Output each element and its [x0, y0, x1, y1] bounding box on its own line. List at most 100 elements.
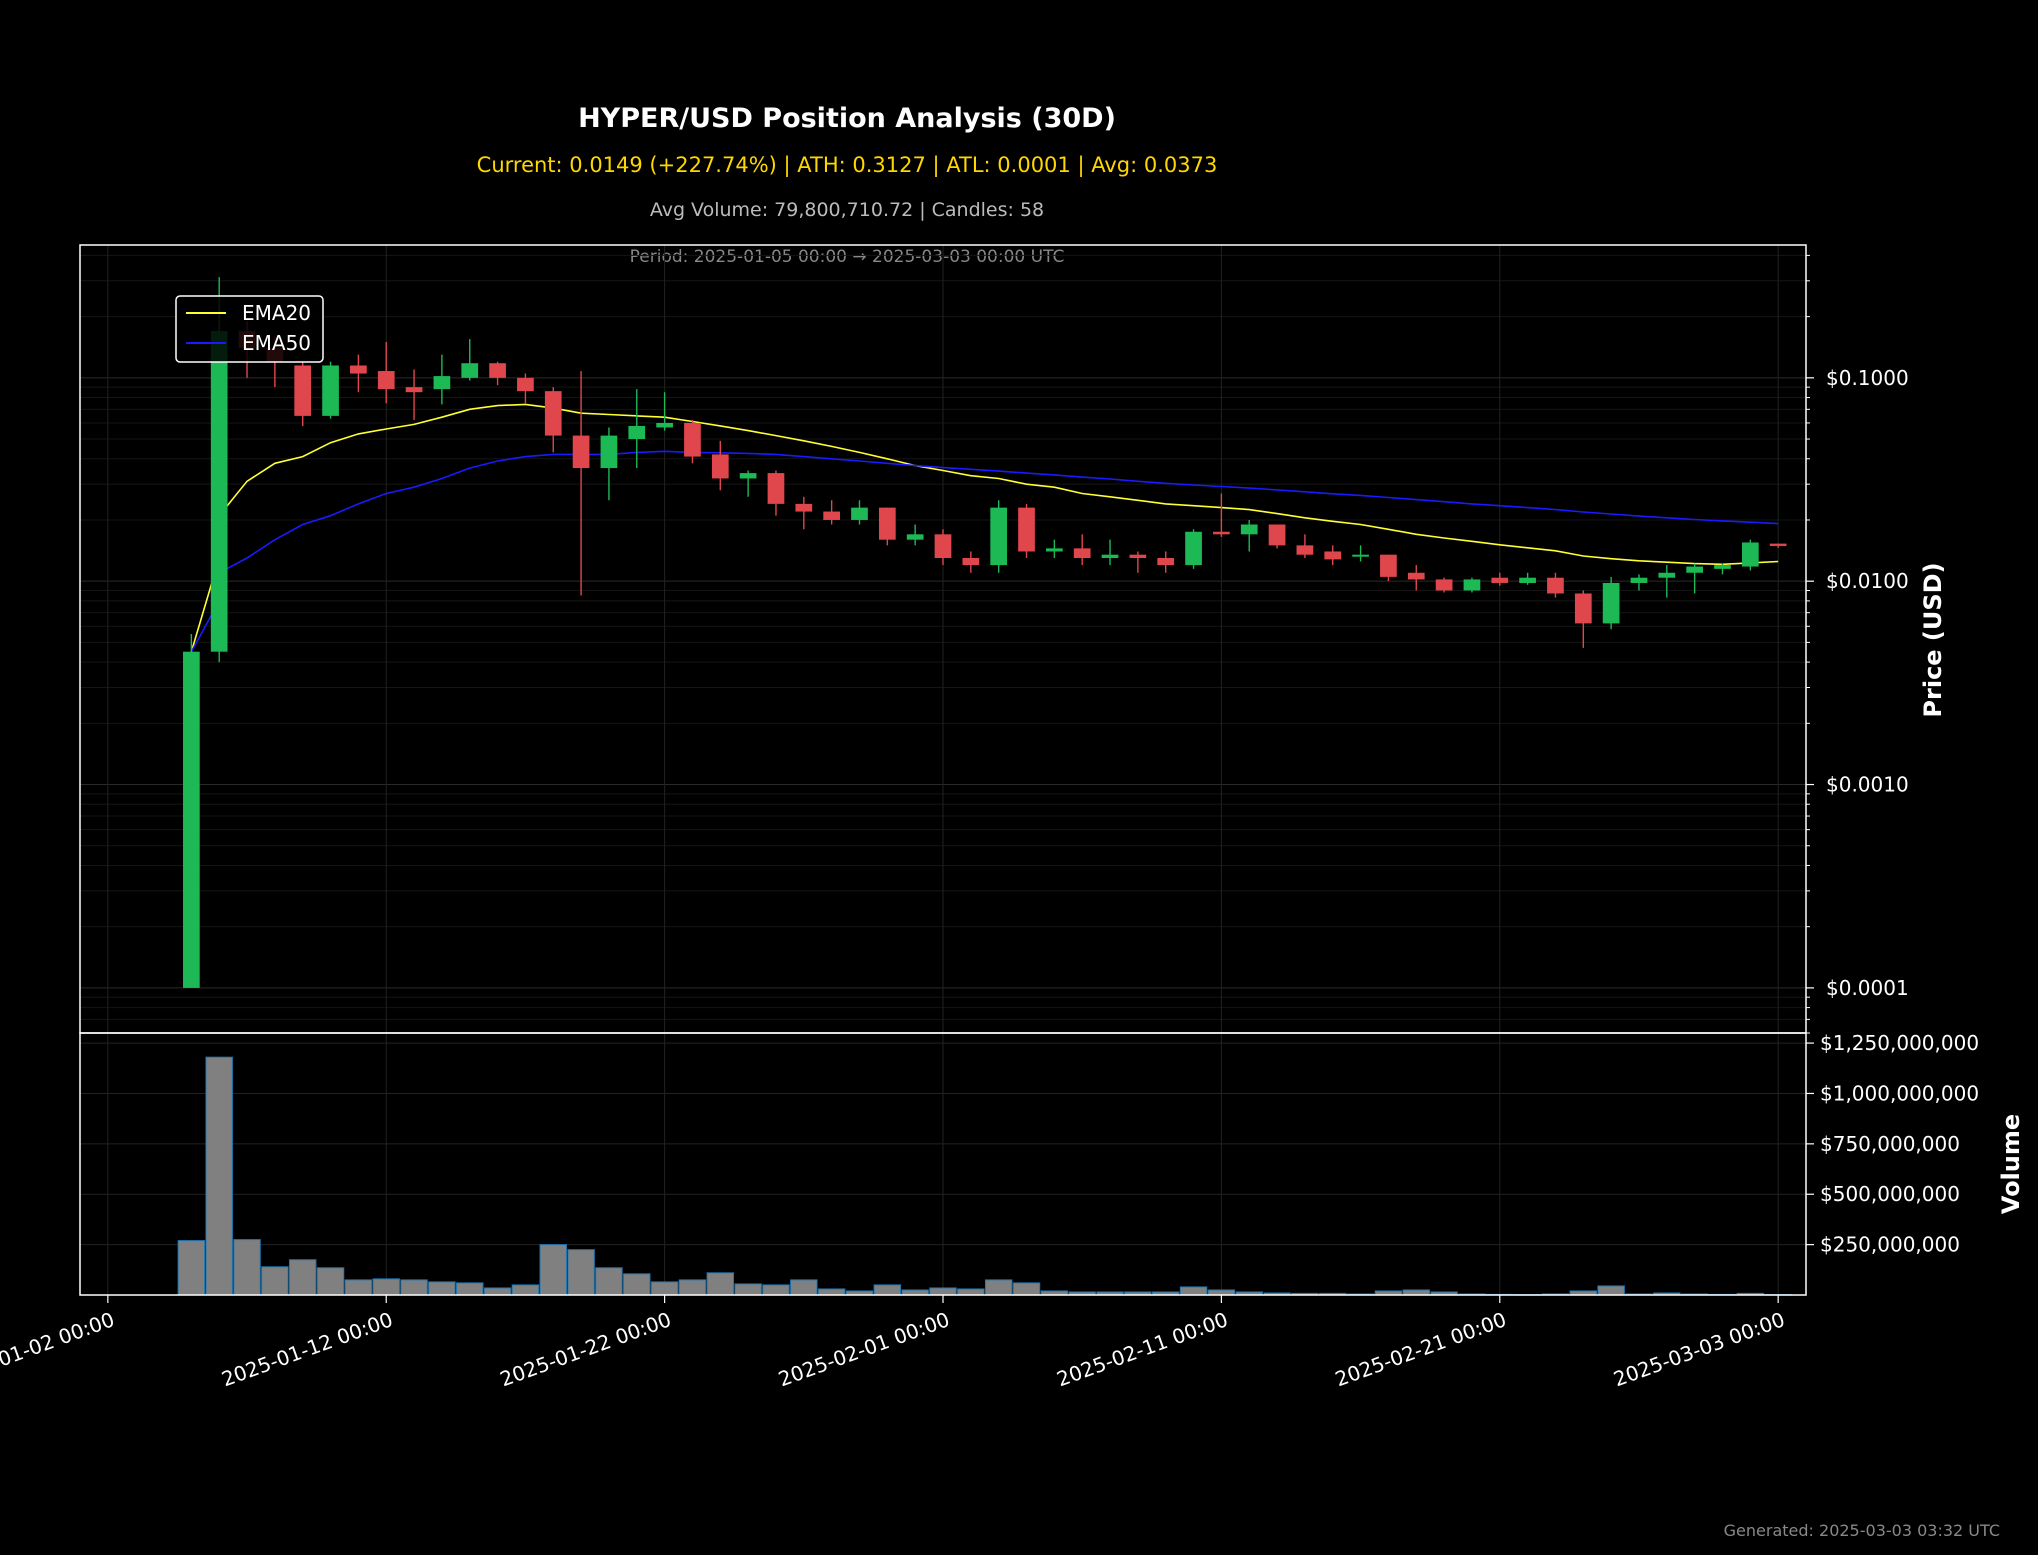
candle-body [405, 387, 423, 393]
candle-body [711, 454, 729, 479]
candle-body [851, 507, 868, 520]
candle-body [1574, 593, 1592, 624]
candle-body [1741, 542, 1759, 567]
candle-body [1046, 548, 1063, 552]
candle-body [1157, 558, 1175, 566]
volume-tick-label: $1,250,000,000 [1820, 1031, 1979, 1055]
volume-bar [790, 1279, 818, 1296]
volume-tick-label: $750,000,000 [1820, 1132, 1960, 1156]
candle-body [183, 651, 200, 988]
volume-bar [177, 1240, 206, 1296]
candle-body [1547, 577, 1564, 594]
volume-bar [483, 1287, 512, 1296]
volume-bar [706, 1272, 735, 1296]
candle-body [1018, 507, 1035, 552]
candle-body [572, 435, 590, 469]
candle-body [544, 391, 562, 436]
candle-body [1630, 577, 1648, 583]
volume-bar [205, 1056, 233, 1296]
price-axis-ticks: $0.1000 $0.0100 $0.0010 $0.0001 [1806, 254, 1909, 1034]
candle-body [489, 363, 506, 378]
volume-bar [567, 1249, 595, 1296]
candle-body [628, 425, 646, 440]
volume-bar [873, 1284, 902, 1296]
volume-bar [261, 1266, 289, 1296]
candle-body [294, 365, 312, 416]
candle-body [1296, 545, 1314, 555]
volume-bar [1012, 1282, 1041, 1296]
volume-bar [316, 1267, 345, 1296]
candle-body [906, 534, 924, 540]
volume-bar [595, 1267, 623, 1296]
candle-body [322, 365, 339, 416]
candle-body [1491, 577, 1509, 583]
volume-bar [511, 1284, 540, 1296]
candle-body [962, 558, 980, 566]
candle-body [934, 534, 952, 559]
candle-body [210, 330, 228, 652]
volume-bar [344, 1279, 373, 1296]
candle-body [1435, 579, 1453, 591]
legend-label-ema20: EMA20 [242, 301, 311, 325]
volume-bar [400, 1279, 428, 1296]
volume-tick-label: $500,000,000 [1820, 1182, 1960, 1206]
volume-bar [428, 1281, 456, 1296]
chart-title: HYPER/USD Position Analysis (30D) [578, 103, 1116, 134]
candle-body [433, 376, 451, 390]
candle-body [1463, 579, 1481, 591]
volume-bar [762, 1284, 790, 1296]
candle-body [377, 371, 395, 390]
candle-body [1101, 554, 1119, 559]
price-tick-label: $0.0100 [1826, 569, 1909, 593]
candle-body [1213, 531, 1230, 535]
candle-body [1268, 524, 1286, 546]
candle-body [1519, 577, 1536, 583]
volume-bar [456, 1282, 484, 1296]
volume-bar [678, 1279, 707, 1296]
volume-bar [233, 1239, 261, 1296]
volume-bar [623, 1273, 651, 1296]
volume-bar [288, 1259, 317, 1296]
candle-body [684, 422, 701, 457]
volume-tick-label: $250,000,000 [1820, 1233, 1960, 1257]
candle-body [461, 363, 479, 378]
ema-lines [190, 403, 1779, 653]
price-tick-label: $0.1000 [1826, 366, 1909, 390]
chart-period-label: Period: 2025-01-05 00:00 → 2025-03-03 00… [630, 247, 1065, 267]
volume-bar [372, 1278, 400, 1296]
candle-body [656, 422, 673, 428]
volume-bar [817, 1288, 846, 1296]
candle-body [350, 365, 367, 374]
volume-bar [1179, 1286, 1208, 1296]
volume-bar [1207, 1289, 1236, 1296]
candle-body [1185, 531, 1202, 566]
candle-body [823, 511, 840, 520]
chart-stats-subtitle: Current: 0.0149 (+227.74%) | ATH: 0.3127… [477, 153, 1218, 178]
chart-volume-subtitle: Avg Volume: 79,800,710.72 | Candles: 58 [650, 199, 1044, 221]
volume-bar [957, 1288, 985, 1296]
candle-body [990, 507, 1008, 566]
candle-body [1073, 548, 1091, 559]
candle-body [1380, 554, 1397, 577]
ema50-line [190, 450, 1779, 653]
volume-bar [929, 1287, 957, 1296]
candle-body [600, 435, 618, 469]
candle-body [1324, 551, 1342, 560]
candle-body [1769, 543, 1787, 546]
volume-axis-ticks: $250,000,000 $500,000,000 $750,000,000 $1,0… [1806, 1031, 1979, 1257]
candle-body [795, 503, 813, 512]
candle-body [517, 377, 534, 392]
volume-bar [650, 1281, 679, 1296]
volume-bar [734, 1283, 762, 1296]
volume-tick-label: $1,000,000,000 [1820, 1081, 1979, 1105]
volume-bar [539, 1244, 567, 1296]
candle-body [1658, 572, 1676, 578]
volume-bar [984, 1279, 1013, 1296]
volume-bar [901, 1289, 929, 1296]
vertical-grid [107, 245, 1779, 1295]
generated-footer: Generated: 2025-03-03 03:32 UTC [1724, 1521, 2000, 1540]
candle-body [1129, 554, 1147, 559]
candle-body [1686, 566, 1703, 573]
price-tick-label: $0.0001 [1826, 976, 1909, 1000]
